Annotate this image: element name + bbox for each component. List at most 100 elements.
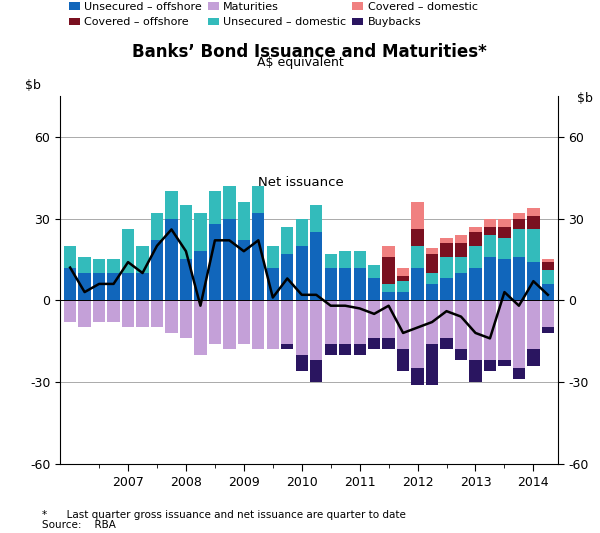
Bar (368, 300, 380, 338)
Bar (382, 292, 395, 300)
Bar (223, 186, 236, 219)
Bar (397, 281, 409, 292)
Bar (412, 300, 424, 368)
Bar (484, 300, 496, 360)
Bar (412, 202, 424, 229)
Bar (252, 213, 265, 300)
Bar (455, 257, 467, 273)
Bar (498, 219, 511, 227)
Bar (238, 202, 250, 240)
Bar (339, 344, 352, 355)
Bar (166, 300, 178, 333)
Bar (498, 300, 511, 360)
Bar (353, 300, 366, 344)
Bar (136, 246, 149, 273)
Bar (426, 344, 438, 385)
Bar (281, 300, 293, 344)
Bar (64, 300, 76, 322)
Bar (281, 344, 293, 349)
Bar (484, 235, 496, 257)
Bar (122, 300, 134, 327)
Bar (426, 300, 438, 344)
Bar (296, 219, 308, 246)
Bar (325, 268, 337, 300)
Bar (513, 257, 525, 300)
Bar (136, 273, 149, 300)
Bar (339, 251, 352, 268)
Bar (151, 213, 163, 240)
Bar (151, 240, 163, 300)
Bar (223, 300, 236, 349)
Bar (136, 300, 149, 327)
Bar (122, 229, 134, 273)
Bar (412, 368, 424, 385)
Bar (296, 300, 308, 355)
Bar (484, 257, 496, 300)
Bar (498, 360, 511, 366)
Bar (440, 338, 452, 349)
Title: Banks’ Bond Issuance and Maturities*: Banks’ Bond Issuance and Maturities* (131, 43, 487, 61)
Bar (455, 243, 467, 257)
Bar (281, 254, 293, 300)
Bar (296, 355, 308, 371)
Bar (238, 300, 250, 344)
Bar (107, 300, 120, 322)
Bar (93, 260, 105, 273)
Bar (368, 265, 380, 278)
Bar (469, 227, 482, 232)
Text: Net issuance: Net issuance (259, 176, 344, 189)
Bar (455, 300, 467, 349)
Bar (368, 278, 380, 300)
Bar (180, 300, 192, 338)
Bar (542, 270, 554, 284)
Bar (281, 227, 293, 254)
Bar (440, 257, 452, 278)
Bar (513, 219, 525, 229)
Bar (426, 248, 438, 254)
Bar (339, 300, 352, 344)
Bar (397, 349, 409, 371)
Bar (194, 300, 206, 355)
Bar (542, 260, 554, 262)
Bar (542, 300, 554, 327)
Bar (513, 300, 525, 368)
Bar (353, 344, 366, 355)
Bar (469, 268, 482, 300)
Text: *      Last quarter gross issuance and net issuance are quarter to date: * Last quarter gross issuance and net is… (42, 510, 406, 520)
Bar (426, 284, 438, 300)
Bar (513, 368, 525, 379)
Bar (527, 300, 539, 349)
Text: Source:    RBA: Source: RBA (42, 520, 116, 530)
Legend: Unsecured – offshore, Covered – offshore, Maturities, Unsecured – domestic, Cove: Unsecured – offshore, Covered – offshore… (65, 0, 481, 31)
Bar (412, 229, 424, 246)
Bar (325, 254, 337, 268)
Bar (238, 240, 250, 300)
Bar (310, 232, 322, 300)
Bar (440, 278, 452, 300)
Bar (527, 262, 539, 300)
Bar (412, 268, 424, 300)
Bar (440, 300, 452, 338)
Bar (296, 246, 308, 300)
Bar (79, 300, 91, 327)
Bar (455, 273, 467, 300)
Bar (484, 227, 496, 235)
Bar (166, 191, 178, 219)
Bar (353, 268, 366, 300)
Bar (542, 327, 554, 333)
Bar (166, 219, 178, 300)
Bar (484, 219, 496, 227)
Bar (64, 246, 76, 268)
Text: A$ equivalent: A$ equivalent (257, 56, 343, 69)
Bar (93, 300, 105, 322)
Y-axis label: $b: $b (577, 92, 593, 105)
Bar (382, 246, 395, 257)
Bar (542, 262, 554, 270)
Bar (397, 292, 409, 300)
Bar (93, 273, 105, 300)
Bar (194, 251, 206, 300)
Bar (310, 205, 322, 232)
Bar (266, 268, 279, 300)
Bar (484, 360, 496, 371)
Bar (440, 238, 452, 243)
